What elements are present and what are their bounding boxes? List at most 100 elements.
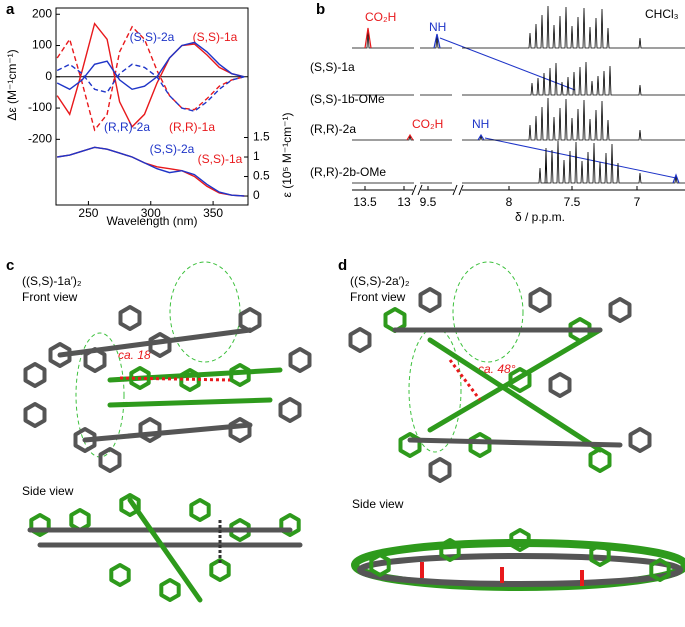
bond [82,422,253,443]
o-atom [580,570,584,586]
peak-label: CO₂H [412,117,443,131]
nmr-tick-label: 8 [506,195,513,209]
angle-label: ca. 18° [118,348,156,362]
y2-axis-label: ε (10⁵ M⁻¹cm⁻¹) [280,113,294,198]
ring [159,578,181,602]
ring [48,342,72,368]
spectrum [462,5,685,49]
y-axis-label: Δε (M⁻¹cm⁻¹) [5,49,19,120]
break-mark [411,184,417,196]
ring [23,402,47,428]
spectrum [462,140,685,184]
x-tick-label: 350 [203,206,223,220]
axis-break [454,185,462,195]
series-line [56,41,245,91]
sample-label: (R,R)-2b-OMe [310,165,386,179]
ring [528,287,552,313]
panel-label: a [6,1,15,18]
ring [588,447,612,473]
ring [369,553,391,577]
structure-title: ((S,S)-2a′)₂ [350,274,410,288]
ring [229,518,251,542]
sample-label: (S,S)-1b-OMe [310,92,385,106]
ring [508,367,532,393]
ring [189,498,211,522]
nmr-tick-label: 13 [397,195,411,209]
series-line [56,22,245,128]
peak-label: CO₂H [365,10,396,24]
plot-frame [55,7,249,206]
y2-tick-label: 0 [253,188,260,202]
nmr-tick-label: 13.5 [353,195,377,209]
y2-tick-label: 1 [253,149,260,163]
ring [83,347,107,373]
spectrum [352,27,414,49]
ring [138,417,162,443]
o-atom [420,562,424,578]
ring [119,493,141,517]
ring [228,417,252,443]
break-mark [458,184,464,196]
o-atom [500,567,504,583]
series-line [56,25,245,132]
y-tick-label: -100 [28,100,52,114]
y-tick-label: 100 [32,38,52,52]
ring [29,513,51,537]
ring [129,366,151,390]
ring [179,368,201,392]
series-label: (S,S)-2a [150,142,195,156]
panel-label: c [6,257,14,274]
ring [23,362,47,388]
nmr-tick-label: 7.5 [564,195,581,209]
nmr-tick-label: 7 [634,195,641,209]
ring [589,543,611,567]
break-mark [417,184,423,196]
bond [427,327,603,433]
ring [229,363,251,387]
view-label: Side view [352,497,404,511]
structure-title: ((S,S)-1a′)₂ [22,274,82,288]
bond [407,437,623,448]
peak-label: NH [429,20,446,34]
hbond [119,376,231,382]
nmr-tick-label: 9.5 [420,195,437,209]
ring [509,528,531,552]
bond [127,497,203,603]
ring [69,508,91,532]
angle-label: ca. 48° [478,362,516,376]
ring [118,305,142,331]
ring [348,327,372,353]
view-label: Front view [350,290,406,304]
peak-label: NH [472,117,489,131]
inset-ring [452,261,524,363]
ring [398,432,422,458]
inset-ring [169,261,241,363]
ring [98,447,122,473]
spectrum-peak [672,173,680,184]
spectrum [352,134,414,141]
series-label: (S,S)-1a [198,152,243,166]
bond [427,337,603,453]
series-label: (S,S)-1a [193,30,238,44]
panel-label: b [316,1,325,18]
inset-ring [408,327,462,453]
series-label: (S,S)-2a [130,30,175,44]
sample-label: (R,R)-2a [310,122,356,136]
spectrum-peak [364,27,372,49]
ring [428,457,452,483]
bond [107,397,273,408]
hbond [448,359,482,401]
spectrum [462,61,685,96]
series-line [56,63,245,112]
y-tick-label: 0 [45,69,52,83]
ring [73,427,97,453]
x-axis-label: Wavelength (nm) [107,214,198,228]
ring [468,432,492,458]
spectrum-peak [406,133,414,141]
ring [109,563,131,587]
ring-side [357,553,683,587]
ring [608,297,632,323]
spectrum-peak [433,33,441,49]
ring [279,513,301,537]
